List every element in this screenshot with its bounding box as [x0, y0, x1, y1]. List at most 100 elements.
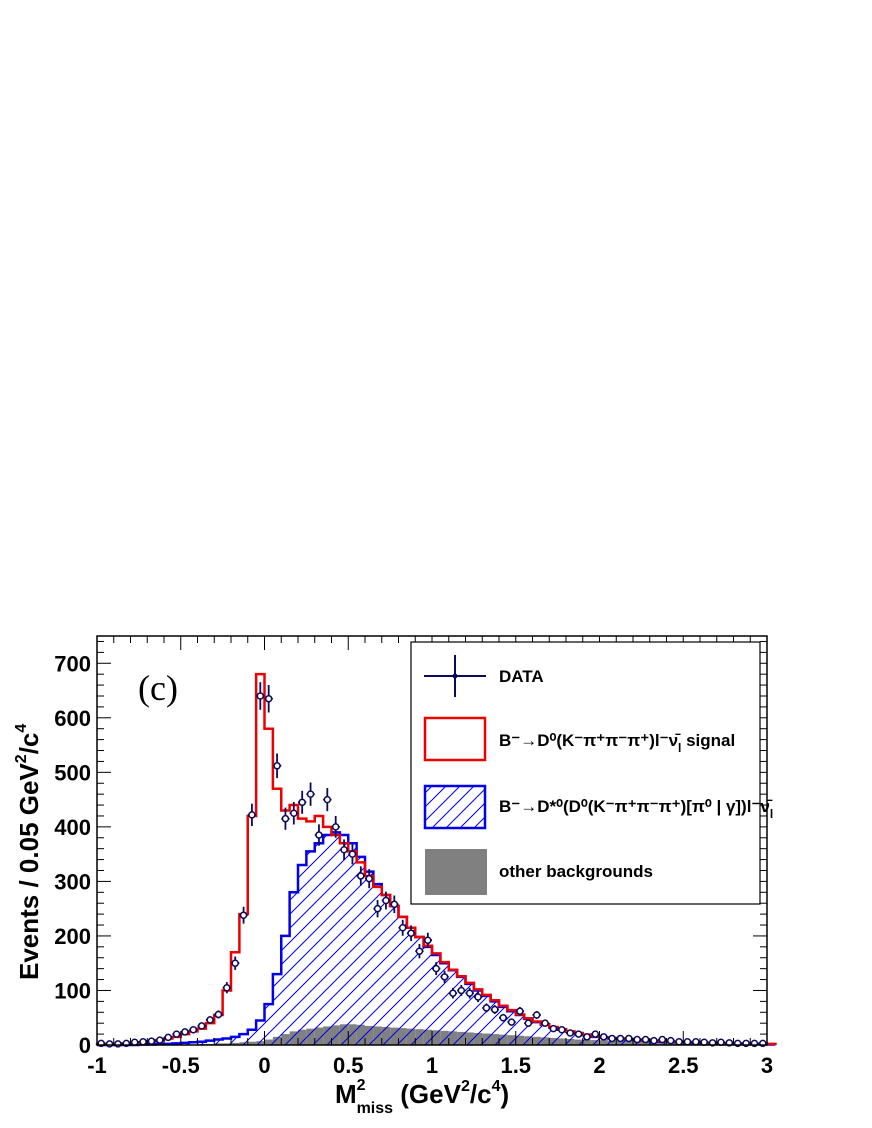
data-point	[599, 1033, 608, 1041]
y-tick-label: 200	[54, 924, 91, 949]
data-point	[440, 970, 449, 983]
data-point	[649, 1036, 659, 1045]
data-point	[549, 1024, 558, 1033]
data-point	[465, 987, 474, 999]
data-point-marker	[474, 993, 482, 1001]
data-point	[557, 1025, 566, 1034]
legend-signal-label: B⁻→D⁰(K⁻π⁺π⁻π⁺)l⁻ν̄l signal	[499, 731, 735, 755]
data-point-marker	[197, 1022, 206, 1030]
data-point	[582, 1033, 592, 1041]
x-tick-label: -0.5	[162, 1053, 200, 1078]
data-point	[373, 900, 382, 918]
data-point	[197, 1022, 206, 1030]
x-tick-label: 0	[258, 1053, 270, 1078]
data-point-marker	[382, 896, 390, 905]
data-point-marker	[365, 874, 373, 883]
y-axis-title-sup: 2	[13, 754, 30, 763]
y-tick-label: 300	[54, 869, 91, 894]
data-point-marker	[658, 1035, 667, 1044]
data-point-marker	[650, 1036, 658, 1045]
legend-data-marker	[424, 655, 486, 697]
data-point-marker	[248, 811, 256, 819]
data-point	[323, 788, 332, 812]
data-point-marker	[666, 1036, 675, 1045]
data-point-marker	[407, 929, 415, 937]
panel-label: (c)	[138, 668, 178, 708]
data-point-marker	[599, 1033, 608, 1041]
y-tick-label: 700	[54, 651, 91, 676]
data-point	[130, 1038, 139, 1047]
data-point	[247, 803, 257, 827]
data-point	[365, 869, 374, 889]
data-point	[482, 1003, 491, 1013]
legend-signal-suffix: signal	[681, 731, 735, 750]
data-point-marker	[516, 1007, 524, 1015]
data-point	[281, 807, 290, 830]
x-tick-label: 3	[761, 1053, 773, 1078]
data-point	[147, 1037, 156, 1045]
data-point-marker	[114, 1040, 122, 1048]
data-point	[314, 824, 324, 846]
data-point	[331, 815, 340, 838]
data-point	[272, 753, 282, 779]
x-axis-title-rest2-sup: 4	[492, 1078, 501, 1095]
legend-dstar-swatch	[423, 784, 487, 830]
data-point-marker	[189, 1025, 198, 1034]
data-point	[658, 1035, 667, 1044]
data-point-marker	[231, 959, 239, 967]
data-point-marker	[172, 1030, 181, 1038]
x-axis-title-rest-sup: 2	[461, 1078, 470, 1095]
data-point	[691, 1037, 700, 1046]
data-point-marker	[373, 904, 382, 913]
data-point-marker	[558, 1025, 566, 1034]
y-tick-label: 100	[54, 978, 91, 1003]
data-point-marker	[164, 1033, 172, 1042]
x-axis-title-sup: 2	[357, 1077, 366, 1094]
data-point-marker	[390, 900, 399, 909]
legend: DATA B⁻→D⁰(K⁻π⁺π⁻π⁺)l⁻ν̄l signal B⁻→D*⁰(…	[410, 641, 773, 905]
data-point-marker	[290, 809, 298, 817]
data-point-marker	[156, 1036, 164, 1044]
data-point-marker	[323, 795, 332, 804]
x-axis-title-sub: miss	[357, 1100, 394, 1117]
data-point	[507, 1018, 516, 1026]
data-point-marker	[239, 911, 248, 919]
data-point	[356, 866, 365, 886]
data-point	[138, 1037, 148, 1046]
x-tick-label: 1.5	[500, 1053, 531, 1078]
data-point-marker	[499, 1013, 507, 1022]
data-point	[189, 1025, 198, 1034]
data-point	[339, 839, 349, 861]
data-point	[674, 1037, 684, 1046]
data-point-marker	[315, 831, 323, 839]
data-point-marker	[625, 1034, 633, 1043]
x-axis-title-close: )	[500, 1079, 509, 1109]
data-point	[591, 1030, 600, 1038]
data-point	[105, 1040, 114, 1048]
data-point	[381, 891, 391, 910]
data-point-marker	[273, 762, 281, 770]
data-point	[155, 1036, 164, 1044]
x-axis-title-rest2: /c	[470, 1079, 492, 1109]
data-point-marker	[507, 1018, 516, 1026]
data-point-marker	[524, 1019, 533, 1027]
data-point-marker	[457, 986, 466, 995]
legend-dstar-text: B⁻→D*⁰(D⁰(K⁻π⁺π⁻π⁺)[π⁰ | γ])l⁻ν̄	[499, 797, 773, 816]
data-point-marker	[633, 1035, 641, 1044]
data-point	[256, 682, 265, 710]
legend-signal-text: B⁻→D⁰(K⁻π⁺π⁻π⁺)l⁻ν̄	[499, 731, 681, 750]
data-point	[457, 985, 466, 996]
data-point-marker	[357, 872, 365, 880]
data-point	[532, 1010, 541, 1020]
data-point-marker	[340, 846, 348, 854]
data-point	[432, 962, 441, 976]
data-point	[423, 932, 432, 948]
data-point-marker	[683, 1037, 692, 1046]
data-point-marker	[424, 936, 432, 945]
data-point-marker	[306, 790, 315, 798]
data-point	[499, 1013, 508, 1022]
data-point-marker	[139, 1037, 147, 1046]
data-point	[540, 1019, 550, 1027]
data-point	[448, 987, 458, 999]
data-point	[566, 1029, 575, 1037]
